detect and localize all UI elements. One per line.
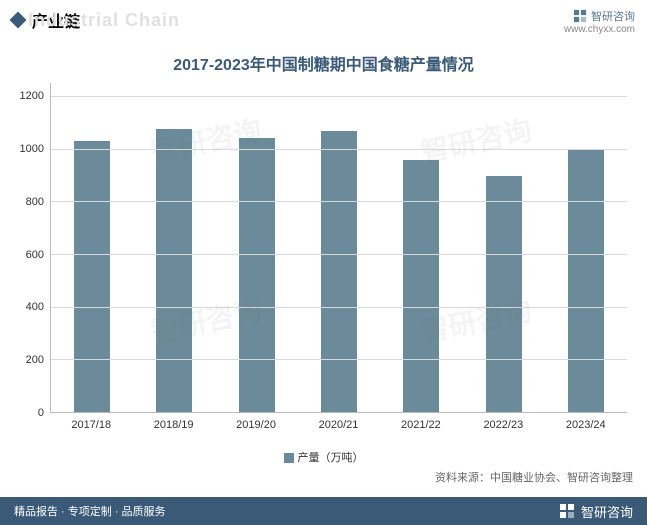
y-tick-label: 1200 (20, 90, 44, 102)
bar (403, 160, 439, 412)
legend-swatch (284, 453, 294, 463)
bar-wrap (133, 83, 215, 412)
bar (486, 176, 522, 412)
bar-wrap (545, 83, 627, 412)
gridline (51, 149, 627, 150)
x-tick-label: 2021/22 (380, 413, 462, 443)
bar (568, 150, 604, 412)
gridline (51, 254, 627, 255)
x-tick-label: 2017/18 (50, 413, 132, 443)
bars-group (51, 83, 627, 412)
header-left: 产业链 Industrial Chain (12, 8, 180, 32)
bar-wrap (380, 83, 462, 412)
header-bar: 产业链 Industrial Chain 智研咨询 www.chyxx.com (0, 0, 647, 39)
footer-left-text: 精品报告 · 专项定制 · 品质服务 (14, 503, 166, 519)
footer-right-text: 智研咨询 (581, 502, 633, 521)
bar-wrap (298, 83, 380, 412)
x-tick-label: 2019/20 (215, 413, 297, 443)
bar-wrap (462, 83, 544, 412)
footer-right: 智研咨询 (559, 502, 633, 521)
attribution-text: 资料来源：中国糖业协会、智研咨询整理 (0, 465, 647, 489)
legend-label: 产量（万吨） (298, 452, 364, 464)
y-tick-label: 0 (38, 407, 44, 419)
y-axis: 020040060080010001200 (10, 83, 50, 413)
legend: 产量（万吨） (0, 449, 647, 465)
plot-area (50, 83, 627, 413)
brand-url: www.chyxx.com (564, 24, 635, 35)
brand-name: 智研咨询 (591, 8, 635, 24)
gridline (51, 201, 627, 202)
bar (156, 129, 192, 412)
diamond-icon (10, 12, 27, 29)
chart-container: 020040060080010001200 2017/182018/192019… (50, 83, 627, 443)
bar (239, 138, 275, 412)
y-tick-label: 600 (26, 249, 44, 261)
x-tick-label: 2022/23 (462, 413, 544, 443)
gridline (51, 96, 627, 97)
bar-wrap (51, 83, 133, 412)
brand-line: 智研咨询 (564, 8, 635, 24)
gridline (51, 307, 627, 308)
bar (321, 131, 357, 412)
y-tick-label: 200 (26, 354, 44, 366)
brand-logo-icon (573, 9, 587, 23)
bar (74, 141, 110, 412)
x-tick-label: 2023/24 (545, 413, 627, 443)
y-tick-label: 400 (26, 301, 44, 313)
header-right: 智研咨询 www.chyxx.com (564, 8, 635, 35)
chart-title: 2017-2023年中国制糖期中国食糖产量情况 (0, 51, 647, 75)
y-tick-label: 1000 (20, 143, 44, 155)
bar-wrap (216, 83, 298, 412)
x-tick-label: 2018/19 (132, 413, 214, 443)
footer-logo-icon (559, 503, 575, 519)
x-tick-label: 2020/21 (297, 413, 379, 443)
x-axis-labels: 2017/182018/192019/202020/212021/222022/… (50, 413, 627, 443)
gridline (51, 359, 627, 360)
y-tick-label: 800 (26, 196, 44, 208)
footer-bar: 精品报告 · 专项定制 · 品质服务 智研咨询 (0, 497, 647, 525)
section-shadow-label: Industrial Chain (28, 10, 180, 31)
